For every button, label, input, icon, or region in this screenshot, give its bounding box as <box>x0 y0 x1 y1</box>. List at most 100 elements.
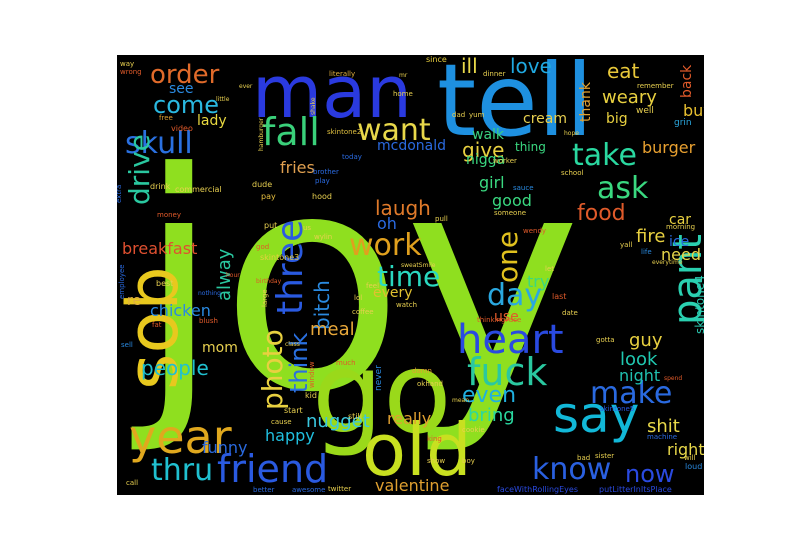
cloud-word-video: video <box>171 124 193 133</box>
cloud-word-heart: heart <box>457 317 564 363</box>
cloud-word-thank: thank <box>578 81 594 122</box>
cloud-word-work: work <box>349 228 422 263</box>
cloud-word-ever: ever <box>239 83 253 90</box>
cloud-word-now: now <box>625 460 675 488</box>
cloud-word-cream: cream <box>523 111 567 127</box>
cloud-word-night: night <box>619 366 660 385</box>
cloud-word-drink: drink <box>150 182 171 191</box>
cloud-word-brother: brother <box>313 168 339 176</box>
cloud-word-remember: remember <box>637 82 674 90</box>
cloud-word-loud: loud <box>685 462 702 471</box>
cloud-word-good: good <box>492 191 532 210</box>
cloud-word-even: even <box>462 383 516 408</box>
cloud-word-someone: someone <box>494 209 526 217</box>
cloud-word-ask: ask <box>597 171 649 206</box>
cloud-word-dude: dude <box>252 180 272 189</box>
cloud-word-chicken: chicken <box>150 301 211 320</box>
cloud-word-use: use <box>494 309 519 325</box>
cloud-word-home: home <box>393 90 413 98</box>
cloud-word-large: large <box>261 289 269 307</box>
cloud-word-yall: yall <box>620 241 632 249</box>
cloud-word-never: never <box>374 365 384 391</box>
cloud-word-eat: eat <box>607 59 640 83</box>
cloud-word-happy: happy <box>265 426 315 445</box>
cloud-word-life: life <box>641 248 652 256</box>
cloud-word-fire: fire <box>636 226 665 247</box>
cloud-word-take: take <box>572 138 637 173</box>
cloud-word-date: date <box>562 309 578 317</box>
cloud-word-gotta: gotta <box>596 336 615 344</box>
cloud-word-car: car <box>669 212 691 228</box>
cloud-word-put: put <box>264 221 277 230</box>
cloud-word-skull: skull <box>125 126 193 161</box>
cloud-word-pull: pull <box>435 215 448 223</box>
word-cloud-panel: joy go tell man old sob year say three friend hear… <box>117 55 704 495</box>
cloud-word-year: year <box>129 410 232 464</box>
cloud-word-window: window <box>308 361 316 388</box>
cloud-word-old: old <box>362 408 472 492</box>
cloud-word-sauce: sauce <box>513 184 534 192</box>
cloud-word-nigga: nigga <box>466 152 505 168</box>
cloud-word-free: free <box>159 114 173 122</box>
cloud-word-mean: mean <box>452 397 469 404</box>
cloud-word-food: food <box>577 201 626 226</box>
cloud-word-hamburger: hamburger <box>258 117 265 151</box>
cloud-word-back: back <box>679 64 695 98</box>
cloud-word-fat: fat <box>152 321 162 329</box>
cloud-word-guy: guy <box>629 330 663 351</box>
cloud-word-breakfast: breakfast <box>122 239 197 258</box>
cloud-word-three: three <box>270 220 311 315</box>
cloud-word-oh: oh <box>377 214 397 233</box>
cloud-word-pant: pant <box>665 234 704 325</box>
cloud-word-know: know <box>532 452 611 487</box>
cloud-word-lol: lol <box>354 294 362 302</box>
cloud-word-feel: feel <box>366 282 379 290</box>
cloud-word-boy: boy <box>462 457 475 465</box>
cloud-word-employee: employee <box>118 264 126 299</box>
cloud-word-since: since <box>426 55 447 64</box>
cloud-word-funny: funny <box>202 438 248 457</box>
cloud-word-buy: buy <box>683 101 704 120</box>
cloud-word-ice: ice <box>669 234 689 250</box>
cloud-word-laugh: laugh <box>375 196 431 220</box>
cloud-word-ill: ill <box>461 55 478 78</box>
cloud-word-show: show <box>427 457 445 465</box>
cloud-word-will: will <box>684 454 696 462</box>
cloud-word-dad: dad <box>452 111 465 119</box>
cloud-word-call: call <box>126 479 138 487</box>
cloud-word-nothing: nothing <box>198 290 221 297</box>
cloud-word-give: give <box>462 138 504 162</box>
cloud-word-mr: mr <box>399 72 408 79</box>
cloud-word-shake: shake <box>310 97 317 115</box>
cloud-word-skintone2: skintone2 <box>327 128 361 136</box>
cloud-word-awesome: awesome <box>292 486 325 494</box>
cloud-word-right: right <box>667 440 704 459</box>
cloud-word-re: re <box>127 293 141 309</box>
cloud-word-pay: pay <box>261 192 276 201</box>
cloud-word-play: play <box>315 177 330 185</box>
cloud-word-shit: shit <box>647 416 680 437</box>
cloud-word-come: come <box>153 91 219 119</box>
cloud-word-really: really <box>387 409 431 428</box>
cloud-word-coffee: coffee <box>352 308 374 316</box>
cloud-word-burger: burger <box>642 138 696 157</box>
cloud-word-wylin: wylin <box>314 233 332 241</box>
cloud-word-hood: hood <box>312 192 332 201</box>
cloud-word-skintone5: skintone5 <box>600 405 634 413</box>
cloud-word-machine: machine <box>647 433 677 441</box>
cloud-word-every: every <box>373 285 413 301</box>
cloud-word-thru: thru <box>151 453 213 488</box>
cloud-word-photo: photo <box>256 329 289 410</box>
cloud-word-worker: worker <box>493 157 517 165</box>
cloud-word-alway: alway <box>214 248 235 301</box>
cloud-word-bring: bring <box>468 405 515 426</box>
cloud-word-time: time <box>377 260 440 293</box>
cloud-word-sister: sister <box>595 452 614 460</box>
cloud-word-extra: extra <box>117 185 123 203</box>
cloud-word-grin: grin <box>674 118 692 128</box>
cloud-word-day: day <box>487 278 542 313</box>
cloud-word-thinkingface: thinkingFace <box>477 316 521 324</box>
cloud-word-start: start <box>284 406 303 415</box>
cloud-word-think: think <box>285 333 313 394</box>
cloud-word-hope: hope <box>564 130 579 137</box>
